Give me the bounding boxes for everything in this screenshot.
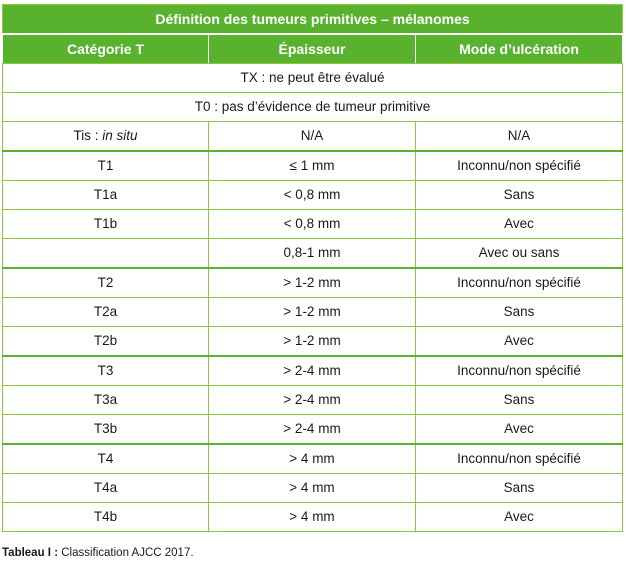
cell-thickness: > 4 mm xyxy=(208,502,416,532)
cell-ulceration: Avec xyxy=(414,326,624,357)
cell-category: T3a xyxy=(2,385,209,415)
cell-category: T2 xyxy=(2,267,209,298)
cell-thickness: > 1-2 mm xyxy=(208,326,416,357)
table-row: T1b < 0,8 mm Avec xyxy=(2,209,624,239)
cell-thickness: > 4 mm xyxy=(208,473,416,503)
table-title: Définition des tumeurs primitives – méla… xyxy=(1,4,624,35)
cell-category: T4b xyxy=(2,502,209,532)
cell-ulceration: Avec xyxy=(414,414,624,445)
caption-text: Classification AJCC 2017. xyxy=(58,547,194,559)
cell-thickness: < 0,8 mm xyxy=(208,209,416,239)
table-row: T2a > 1-2 mm Sans xyxy=(2,297,624,327)
cell-category: T2b xyxy=(2,326,209,357)
table-row: T4b > 4 mm Avec xyxy=(2,502,624,532)
cell-ulceration: Inconnu/non spécifié xyxy=(414,267,624,298)
cell-thickness: > 1-2 mm xyxy=(208,297,416,327)
cell-category: T4 xyxy=(2,443,209,474)
cell-ulceration: Avec xyxy=(414,209,624,239)
table-row: T4 > 4 mm Inconnu/non spécifié xyxy=(2,443,624,474)
cell-category: T2a xyxy=(2,297,209,327)
table-row: T2 > 1-2 mm Inconnu/non spécifié xyxy=(2,267,624,298)
table-caption: Tableau I : Classification AJCC 2017. xyxy=(2,547,194,559)
ajcc-table-container: Définition des tumeurs primitives – méla… xyxy=(1,4,624,532)
cell-category: T3b xyxy=(2,414,209,445)
column-header-thickness: Épaisseur xyxy=(208,33,416,64)
cell-thickness: > 2-4 mm xyxy=(208,385,416,415)
table-row: 0,8-1 mm Avec ou sans xyxy=(2,238,624,269)
ajcc-classification-table: Définition des tumeurs primitives – méla… xyxy=(1,4,624,532)
column-header-ulceration: Mode d’ulcération xyxy=(414,33,624,64)
cell-ulceration: Inconnu/non spécifié xyxy=(414,443,624,474)
cell-ulceration: Sans xyxy=(414,297,624,327)
cell-tis-category: Tis : in situ xyxy=(2,121,209,152)
cell-category: T1b xyxy=(2,209,209,239)
row-tx: TX : ne peut être évalué xyxy=(1,63,624,93)
cell-ulceration: Avec xyxy=(414,502,624,532)
table-row: T1 ≤ 1 mm Inconnu/non spécifié xyxy=(2,150,624,181)
tis-prefix: Tis : xyxy=(73,128,103,143)
cell-ulceration: Avec ou sans xyxy=(414,238,624,269)
cell-category: T3 xyxy=(2,355,209,386)
table-row: T3a > 2-4 mm Sans xyxy=(2,385,624,415)
cell-category: T1a xyxy=(2,180,209,210)
cell-thickness: < 0,8 mm xyxy=(208,180,416,210)
table-row: T2b > 1-2 mm Avec xyxy=(2,326,624,357)
caption-label: Tableau I : xyxy=(2,547,59,559)
cell-thickness: > 1-2 mm xyxy=(208,267,416,298)
table-row: T1a < 0,8 mm Sans xyxy=(2,180,624,210)
table-body-rows: T1 ≤ 1 mm Inconnu/non spécifié T1a < 0,8 mm S… xyxy=(2,150,624,532)
cell-category: T1 xyxy=(2,150,209,181)
cell-category: T4a xyxy=(2,473,209,503)
cell-ulceration: Inconnu/non spécifié xyxy=(414,355,624,386)
cell-thickness: > 2-4 mm xyxy=(208,355,416,386)
cell-tis-ulceration: N/A xyxy=(414,121,624,152)
table-row: T4a > 4 mm Sans xyxy=(2,473,624,503)
cell-thickness: > 2-4 mm xyxy=(208,414,416,445)
tis-in-situ: in situ xyxy=(102,128,138,143)
cell-category xyxy=(2,238,209,269)
cell-thickness: > 4 mm xyxy=(208,443,416,474)
cell-tis-thickness: N/A xyxy=(208,121,416,152)
table-row: T3b > 2-4 mm Avec xyxy=(2,414,624,445)
cell-ulceration: Sans xyxy=(414,473,624,503)
cell-thickness: ≤ 1 mm xyxy=(208,150,416,181)
column-header-category: Catégorie T xyxy=(2,33,209,64)
table-row: T3 > 2-4 mm Inconnu/non spécifié xyxy=(2,355,624,386)
cell-ulceration: Inconnu/non spécifié xyxy=(414,150,624,181)
row-t0: T0 : pas d’évidence de tumeur primitive xyxy=(1,92,624,122)
cell-ulceration: Sans xyxy=(414,385,624,415)
cell-thickness: 0,8-1 mm xyxy=(208,238,416,269)
cell-ulceration: Sans xyxy=(414,180,624,210)
